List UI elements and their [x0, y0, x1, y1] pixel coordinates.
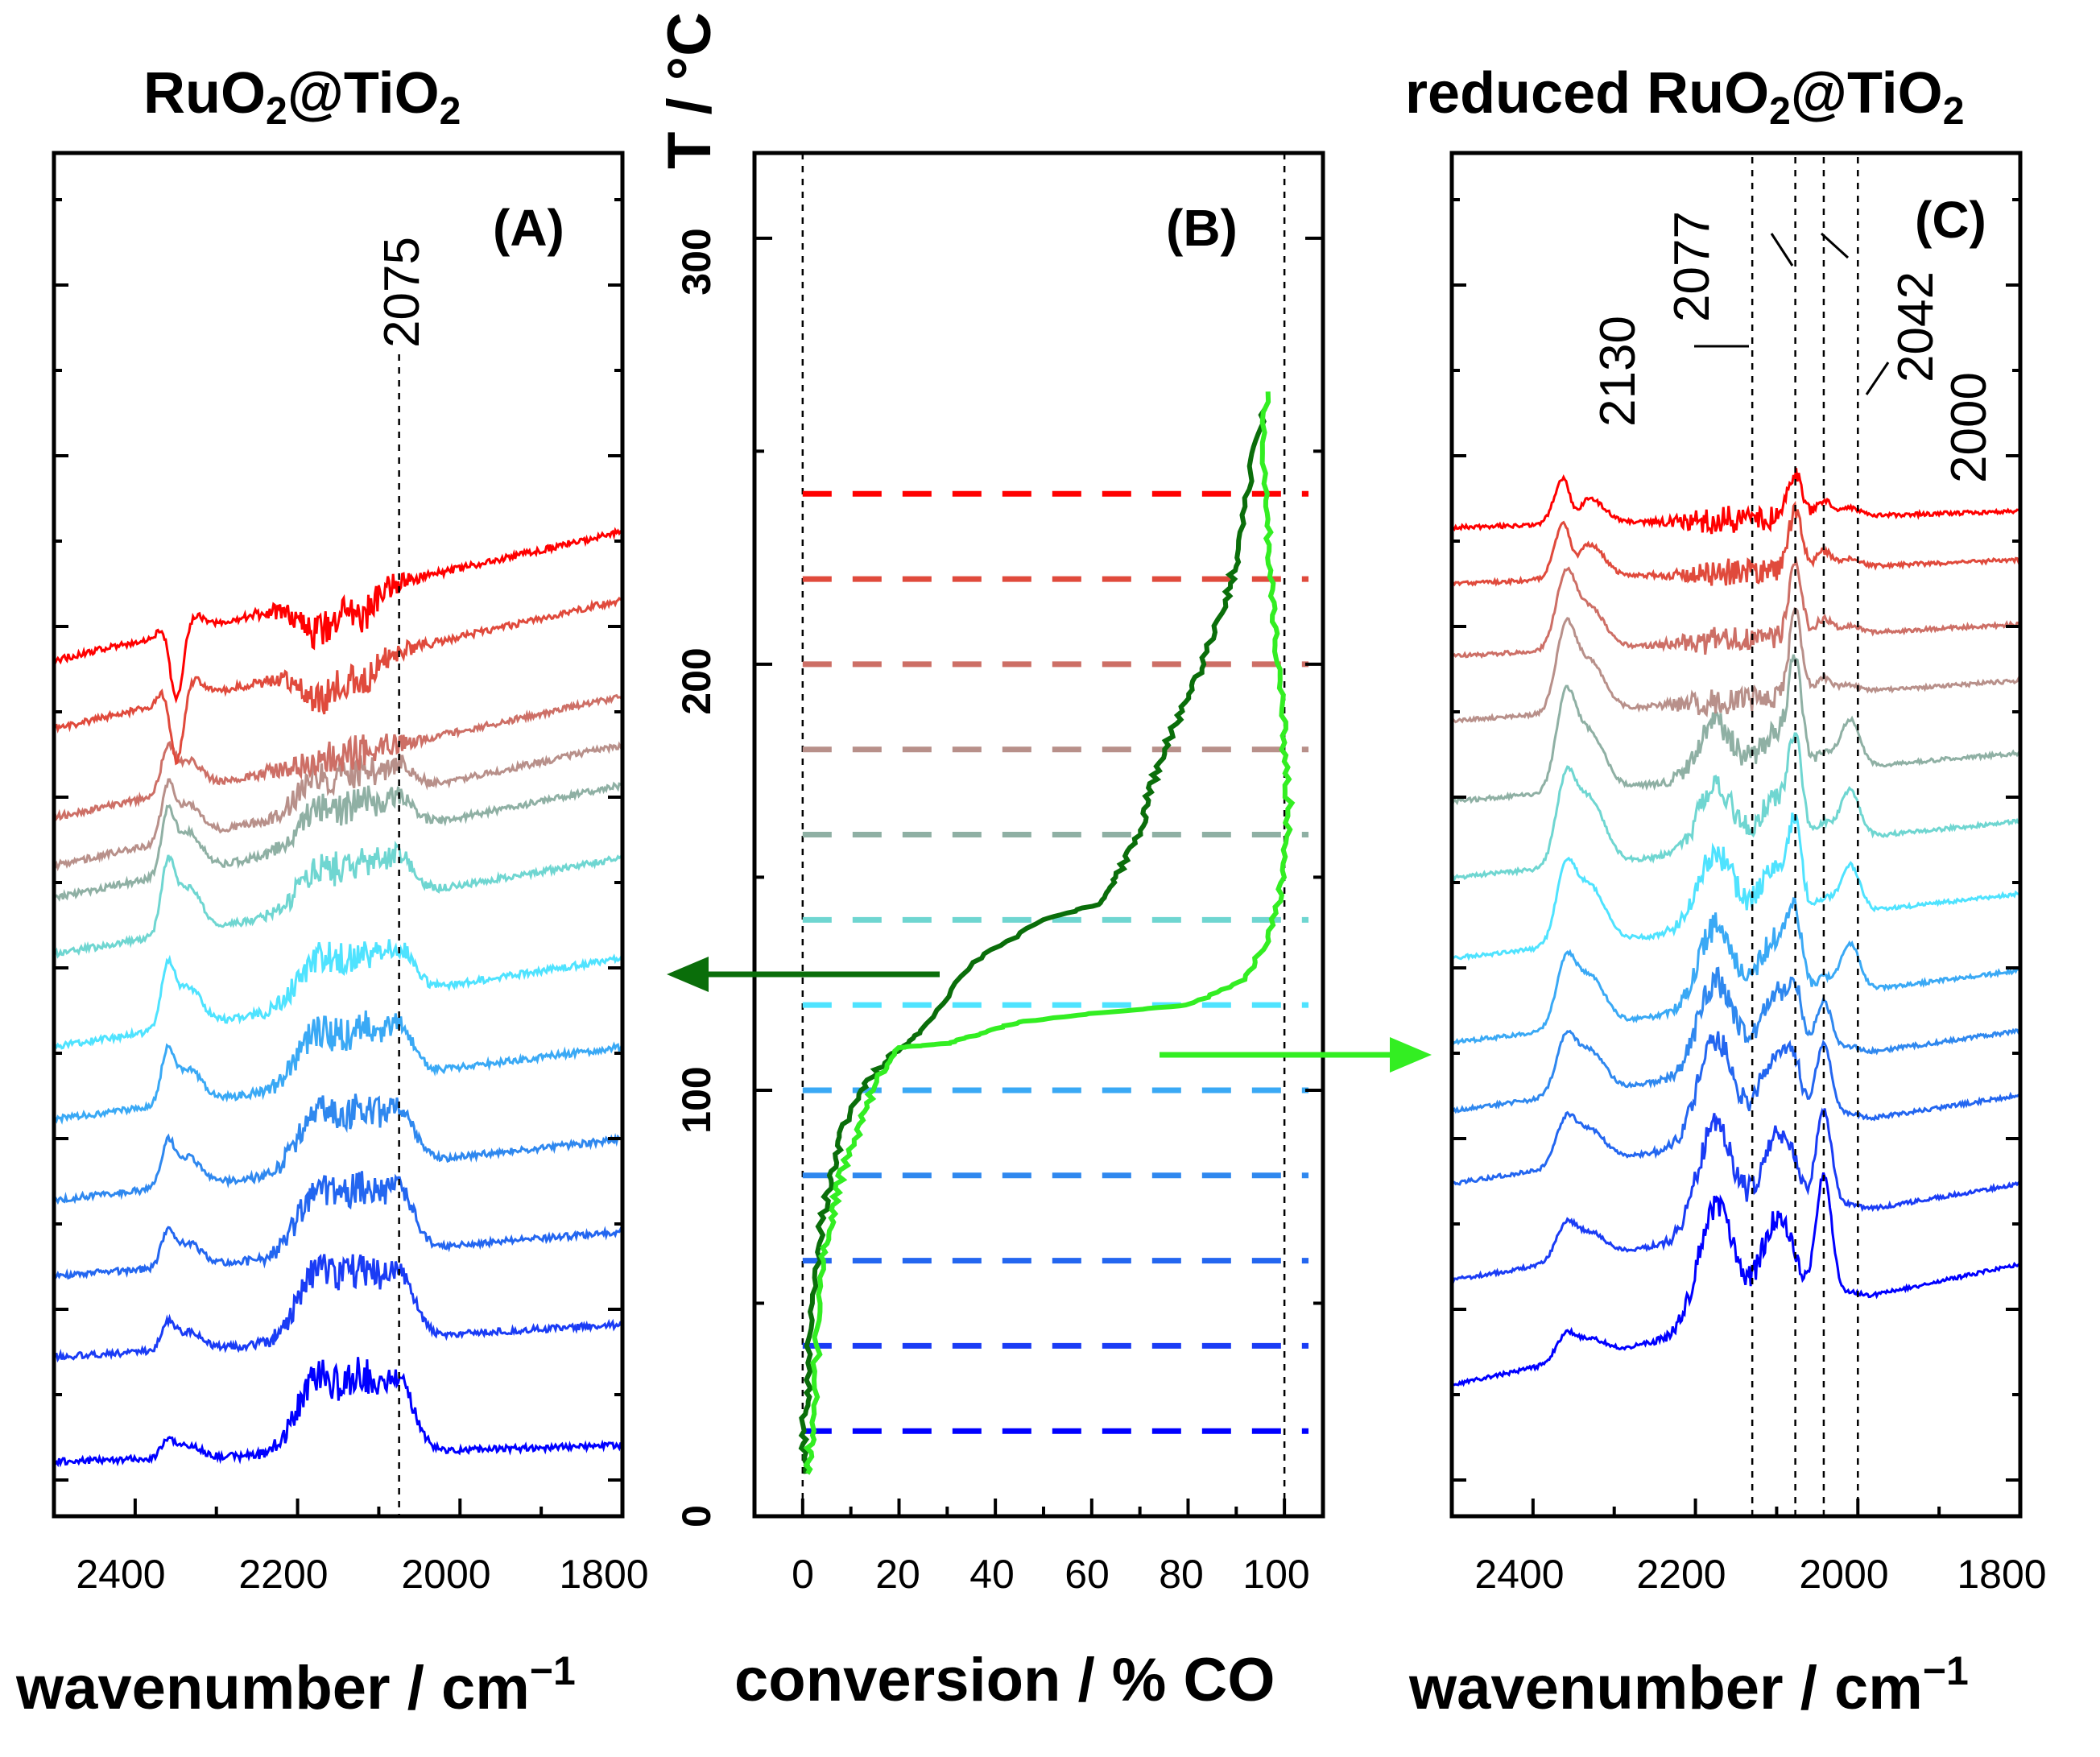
panel-c-xtick-2000: 2000: [1799, 1552, 1888, 1597]
panel-b-xtick-0: 0: [792, 1552, 814, 1597]
panel-c-annotations: 2130 2077 2042 2000: [1590, 211, 1997, 483]
panel-b-xtick-40: 40: [969, 1552, 1015, 1597]
panel-c-annotation-2000: 2000: [1941, 372, 1997, 483]
panel-c-xtick-2400: 2400: [1474, 1552, 1564, 1597]
panel-a-spectrum-6: [54, 939, 622, 1050]
panel-b-plot-area: [754, 153, 1323, 1518]
panel-c-spectrum-3: [1452, 1031, 2020, 1186]
panel-b-ylabel: T / °C: [655, 12, 724, 169]
panel-a-label: (A): [493, 199, 564, 257]
panel-c: reduced RuO2@TiO2 (C) 2130 2077 2042 200…: [1405, 61, 2047, 1722]
panel-c-spectrum-11: [1452, 500, 2020, 587]
panel-b-ytick-0: 0: [674, 1505, 719, 1528]
panel-a-spectrum-12: [54, 527, 622, 704]
panel-a-spectrum-4: [54, 1093, 622, 1205]
panel-c-x-ticklabels: 2400 2200 2000 1800: [1474, 1552, 2046, 1597]
panel-b-label: (B): [1166, 199, 1238, 257]
leader-2000: [1865, 362, 1890, 395]
panel-c-annotation-2042: 2042: [1888, 271, 1944, 382]
panel-b-ytick-100: 100: [674, 1066, 719, 1133]
panel-c-spectrum-10: [1452, 556, 2020, 659]
panel-c-spectrum-4: [1452, 966, 2020, 1114]
panel-a: RuO2@TiO2 (A) 2075 2400 2200 2000 1800 w…: [15, 61, 649, 1722]
panel-c-spectrum-5: [1452, 897, 2020, 1046]
heating-arrow: [667, 957, 940, 992]
panel-c-xlabel: wavenumber / cm−1: [1408, 1648, 1969, 1722]
panel-c-annotation-2077: 2077: [1664, 211, 1720, 322]
panel-a-spectrum-5: [54, 1010, 622, 1125]
panel-a-xtick-2200: 2200: [238, 1552, 328, 1597]
panel-b-ytick-200: 200: [674, 647, 719, 714]
panel-a-spectrum-1: [54, 1357, 622, 1468]
panel-b-xtick-100: 100: [1242, 1552, 1309, 1597]
panel-a-xlabel: wavenumber / cm−1: [15, 1648, 576, 1722]
panel-c-title: reduced RuO2@TiO2: [1405, 61, 1964, 133]
leader-2077: [1770, 233, 1794, 267]
panel-c-xtick-1800: 1800: [1957, 1552, 2046, 1597]
panel-a-spectrum-9: [54, 741, 622, 872]
panel-c-spectrum-8: [1452, 654, 2020, 806]
panel-b-series-heating: [798, 407, 1267, 1474]
panel-c-plot-area: [1450, 157, 2022, 1516]
panel-b-xtick-20: 20: [875, 1552, 920, 1597]
panel-a-title: RuO2@TiO2: [143, 61, 461, 133]
panel-a-xtick-1800: 1800: [559, 1552, 648, 1597]
panel-b-frame: [752, 151, 1325, 1519]
panel-b: (B) 0 100 200 300 T / °C 0 20 40 60 80 1…: [655, 12, 1325, 1714]
leader-2042: [1820, 232, 1850, 259]
panel-a-xtick-2000: 2000: [401, 1552, 490, 1597]
panel-a-plot-area: [52, 198, 624, 1516]
panel-c-spectrum-1: [1452, 1172, 2020, 1387]
panel-a-spectrum-2: [54, 1254, 622, 1363]
panel-a-spectrum-11: [54, 596, 622, 766]
panel-b-y-ticklabels: 0 100 200 300: [674, 228, 719, 1528]
panel-a-frame: [52, 151, 625, 1519]
panel-a-xtick-2400: 2400: [76, 1552, 165, 1597]
panel-c-spectrum-9: [1452, 606, 2020, 724]
panel-c-frame: [1449, 151, 2023, 1519]
panel-b-xtick-80: 80: [1159, 1552, 1204, 1597]
panel-a-x-ticklabels: 2400 2200 2000 1800: [76, 1552, 648, 1597]
panel-a-spectrum-7: [54, 840, 622, 959]
panel-c-label: (C): [1915, 191, 1986, 249]
panel-c-spectrum-12: [1452, 468, 2020, 535]
panel-c-spectrum-6: [1452, 812, 2020, 961]
panel-a-spectrum-8: [54, 781, 622, 902]
panel-b-xtick-60: 60: [1064, 1552, 1110, 1597]
panel-a-annotation-2075: 2075: [374, 237, 430, 348]
panel-c-xtick-2200: 2200: [1636, 1552, 1726, 1597]
panel-b-series-cooling: [803, 391, 1296, 1475]
panel-b-x-ticklabels: 0 20 40 60 80 100: [792, 1552, 1310, 1597]
panel-b-ytick-300: 300: [674, 228, 719, 295]
panel-b-xlabel: conversion / % CO: [734, 1646, 1275, 1714]
panel-c-spectrum-2: [1452, 1107, 2020, 1286]
panel-a-spectrum-3: [54, 1171, 622, 1281]
panel-a-spectrum-10: [54, 693, 622, 821]
panel-c-annotation-2130: 2130: [1590, 316, 1646, 427]
panel-c-spectrum-7: [1452, 732, 2020, 883]
cooling-arrow: [1160, 1037, 1432, 1073]
